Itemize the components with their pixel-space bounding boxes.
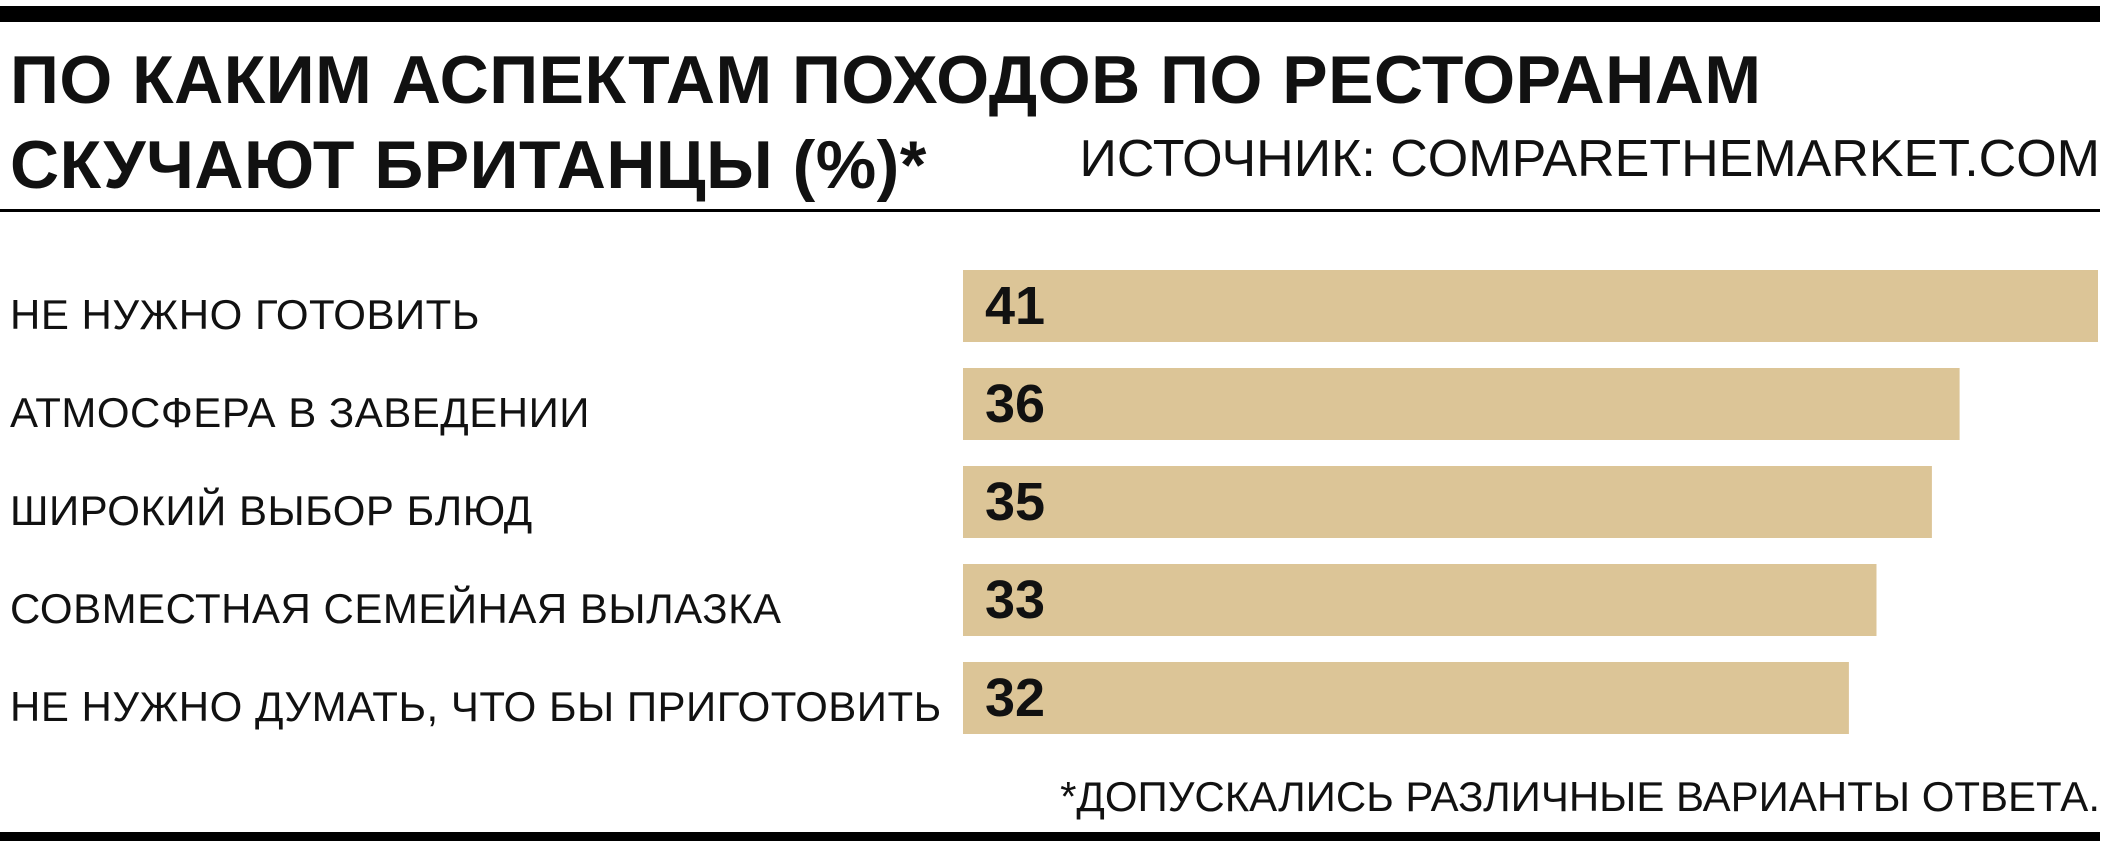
category-label-3: СОВМЕСТНАЯ СЕМЕЙНАЯ ВЫЛАЗКА — [10, 585, 782, 632]
bar-value-label-4: 32 — [985, 668, 1045, 728]
category-label-1: АТМОСФЕРА В ЗАВЕДЕНИИ — [10, 389, 590, 436]
category-label-4: НЕ НУЖНО ДУМАТЬ, ЧТО БЫ ПРИГОТОВИТЬ — [10, 683, 942, 730]
category-label-0: НЕ НУЖНО ГОТОВИТЬ — [10, 291, 480, 338]
chart-title-line-2: СКУЧАЮТ БРИТАНЦЫ (%)* — [10, 127, 927, 203]
category-label-2: ШИРОКИЙ ВЫБОР БЛЮД — [10, 487, 533, 534]
bottom-rule — [0, 832, 2100, 841]
bar-0 — [963, 270, 2098, 342]
bar-3 — [963, 564, 1877, 636]
chart-title-line-1: ПО КАКИМ АСПЕКТАМ ПОХОДОВ ПО РЕСТОРАНАМ — [10, 42, 1762, 118]
bar-value-label-1: 36 — [985, 374, 1045, 434]
bar-value-label-0: 41 — [985, 276, 1045, 336]
bar-value-label-3: 33 — [985, 570, 1045, 630]
top-rule — [0, 6, 2100, 22]
source-text: ИСТОЧНИК: COMPARETHEMARKET.COM — [1079, 130, 2100, 188]
footnote: *ДОПУСКАЛИСЬ РАЗЛИЧНЫЕ ВАРИАНТЫ ОТВЕТА. — [1060, 773, 2100, 820]
bar-1 — [963, 368, 1960, 440]
bar-4 — [963, 662, 1849, 734]
chart-title: ПО КАКИМ АСПЕКТАМ ПОХОДОВ ПО РЕСТОРАНАМ … — [10, 38, 1762, 208]
header-divider — [0, 209, 2100, 212]
bar-2 — [963, 466, 1932, 538]
bar-value-label-2: 35 — [985, 472, 1045, 532]
